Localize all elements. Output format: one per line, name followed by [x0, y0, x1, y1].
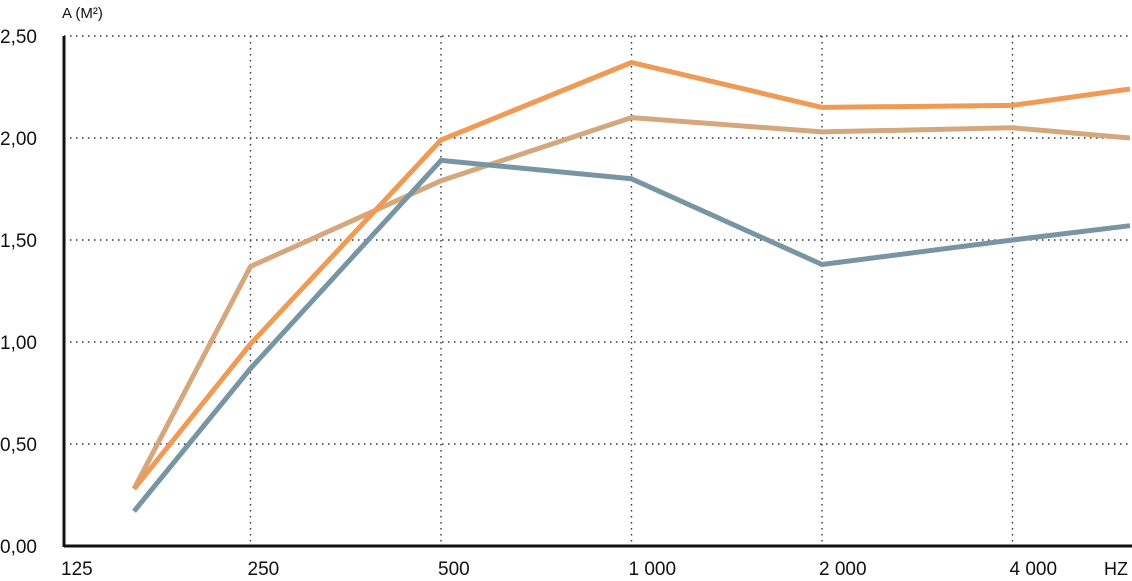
series-line-2 [131, 115, 1131, 491]
y-axis-title: A (M²) [62, 5, 103, 22]
y-tick-label: 0,50 [0, 435, 37, 456]
y-tick-label: 2,50 [0, 27, 37, 48]
grid [64, 35, 1132, 546]
y-tick-labels: 0,00 0,50 1,00 1,50 2,00 2,50 [0, 27, 37, 558]
y-tick-label: 2,00 [0, 129, 37, 150]
x-tick-label: 2 000 [819, 559, 867, 580]
y-tick-label: 0,00 [0, 537, 37, 558]
x-tick-labels: 125 250 500 1 000 2 000 4 000 [61, 559, 1057, 580]
series-lines [131, 60, 1131, 513]
x-tick-label: 1 000 [629, 559, 677, 580]
y-tick-label: 1,50 [0, 231, 37, 252]
x-tick-label: 500 [438, 559, 470, 580]
y-tick-label: 1,00 [0, 333, 37, 354]
x-axis-unit: HZ [1104, 559, 1128, 579]
x-tick-label: 4 000 [1010, 559, 1058, 580]
series-line-1 [132, 60, 1131, 491]
x-tick-label: 125 [61, 559, 93, 580]
series-line-3 [132, 157, 1131, 513]
x-tick-label: 250 [248, 559, 280, 580]
